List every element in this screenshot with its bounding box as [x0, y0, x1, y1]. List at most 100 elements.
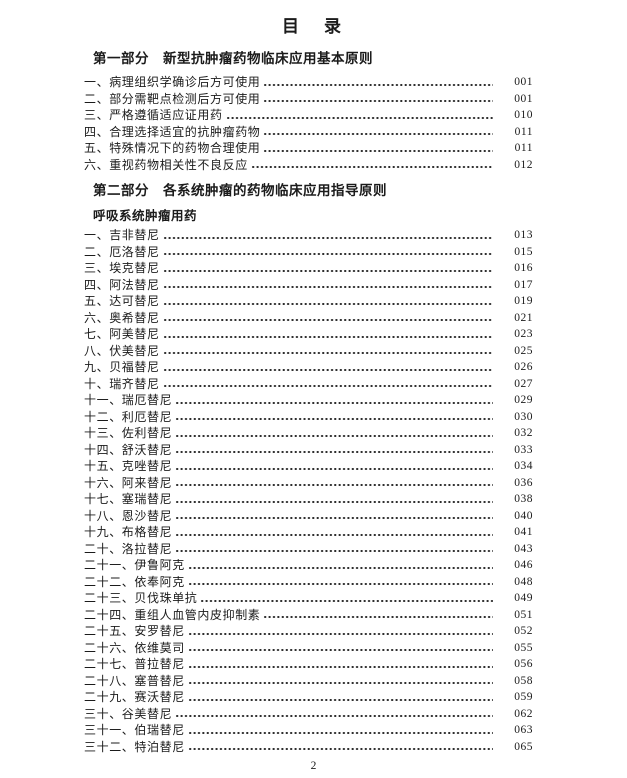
- page-title: 目 录: [282, 17, 345, 36]
- toc-entry[interactable]: 十五、克唑替尼 034: [84, 458, 533, 475]
- toc-entry[interactable]: 十八、恩沙替尼 040: [84, 507, 533, 524]
- toc-entry-label: 七、阿美替尼: [84, 327, 160, 341]
- dot-leader: [162, 326, 493, 343]
- toc-entry[interactable]: 十三、佐利替尼 032: [84, 425, 533, 442]
- toc-entry-page: 023: [514, 328, 533, 340]
- toc-entry-label: 十九、布格替尼: [84, 525, 173, 539]
- toc-entry-label: 八、伏美替尼: [84, 343, 160, 358]
- toc-entry[interactable]: 九、贝福替尼 026: [84, 359, 533, 376]
- toc-entry-page: 015: [514, 245, 533, 258]
- toc-entry-page: 056: [514, 658, 533, 670]
- toc-entry-page: 052: [514, 625, 533, 637]
- toc-entry[interactable]: 十一、瑞厄替尼 029: [84, 392, 533, 409]
- toc-entry-label: 十七、塞瑞替尼: [84, 492, 173, 506]
- dot-leader: [175, 491, 493, 508]
- dot-leader: [162, 243, 493, 260]
- toc-entry-label: 九、贝福替尼: [84, 360, 160, 374]
- toc-entry[interactable]: 二、厄洛替尼 015: [84, 243, 533, 260]
- toc-entry-label: 十八、恩沙替尼: [84, 508, 173, 523]
- toc-entry[interactable]: 六、重视药物相关性不良反应 012: [84, 156, 533, 173]
- toc-entry-label: 二十、洛拉替尼: [84, 541, 173, 556]
- toc-entry-page: 017: [514, 278, 533, 291]
- toc-entry-page: 025: [514, 344, 533, 357]
- toc-entry[interactable]: 七、阿美替尼 023: [84, 326, 533, 343]
- page-footer-number: 2: [310, 760, 317, 772]
- toc-entry[interactable]: 二十五、安罗替尼 052: [84, 623, 533, 640]
- toc-entry-label: 二十七、普拉替尼: [84, 657, 185, 671]
- toc-entry[interactable]: 三、严格遵循适应证用药 010: [84, 107, 533, 124]
- toc-entry-page: 034: [514, 460, 533, 472]
- dot-leader: [175, 425, 493, 442]
- toc-entry-page: 001: [514, 76, 533, 88]
- toc-entry-page: 011: [514, 125, 533, 138]
- toc-entry-label: 二十六、依维莫司: [84, 640, 185, 655]
- toc-entry[interactable]: 一、病理组织学确诊后方可使用 001: [84, 74, 533, 91]
- toc-entry-page: 019: [514, 295, 533, 307]
- toc-entry-page: 010: [514, 109, 533, 121]
- dot-leader: [175, 524, 493, 541]
- toc-entry-label: 五、特殊情况下的药物合理使用: [84, 141, 261, 155]
- dot-leader: [175, 474, 493, 491]
- toc-entry-page: 065: [514, 740, 533, 753]
- toc-entry-page: 059: [514, 691, 533, 703]
- dot-leader: [187, 672, 493, 689]
- toc-entry-page: 036: [514, 476, 533, 489]
- dot-leader: [225, 107, 493, 124]
- toc-entry-page: 032: [514, 427, 533, 439]
- toc-entry-label: 三十二、特泊替尼: [84, 739, 185, 754]
- toc-entry-page: 026: [514, 361, 533, 373]
- toc-entry[interactable]: 十二、利厄替尼 030: [84, 408, 533, 425]
- dot-leader: [187, 722, 493, 739]
- toc-entry[interactable]: 二十八、塞普替尼 058: [84, 672, 533, 689]
- dot-leader: [175, 458, 493, 475]
- toc-entry[interactable]: 十九、布格替尼 041: [84, 524, 533, 541]
- toc-entry-label: 一、吉非替尼: [84, 228, 160, 242]
- toc-entry[interactable]: 一、吉非替尼 013: [84, 227, 533, 244]
- toc-entry[interactable]: 三十、谷美替尼 062: [84, 705, 533, 722]
- toc-entry[interactable]: 十六、阿来替尼 036: [84, 474, 533, 491]
- dot-leader: [175, 705, 493, 722]
- toc-entry[interactable]: 四、合理选择适宜的抗肿瘤药物 011: [84, 123, 533, 140]
- toc-entry-label: 十、瑞齐替尼: [84, 376, 160, 391]
- toc-entry[interactable]: 五、特殊情况下的药物合理使用 011: [84, 140, 533, 157]
- toc-entry[interactable]: 二十九、赛沃替尼 059: [84, 689, 533, 706]
- toc-entry[interactable]: 二十二、依奉阿克 048: [84, 573, 533, 590]
- toc-entry[interactable]: 二十六、依维莫司 055: [84, 639, 533, 656]
- toc-entry-page: 021: [514, 311, 533, 324]
- toc-entry[interactable]: 十四、舒沃替尼 033: [84, 441, 533, 458]
- dot-leader: [175, 392, 493, 409]
- toc-entry-page: 038: [514, 493, 533, 505]
- toc-entry[interactable]: 二十三、贝伐珠单抗 049: [84, 590, 533, 607]
- dot-leader: [250, 156, 493, 173]
- toc-entry-label: 一、病理组织学确诊后方可使用: [84, 75, 261, 89]
- dot-leader: [187, 573, 493, 590]
- toc-entry[interactable]: 八、伏美替尼 025: [84, 342, 533, 359]
- toc-entry[interactable]: 六、奥希替尼 021: [84, 309, 533, 326]
- toc-part: 第二部分 各系统肿瘤的药物临床应用指导原则 呼吸系统肿瘤用药 一、吉非替尼 01…: [84, 182, 533, 755]
- toc-entry[interactable]: 三十一、伯瑞替尼 063: [84, 722, 533, 739]
- toc-entry[interactable]: 三、埃克替尼 016: [84, 260, 533, 277]
- toc-entry[interactable]: 二十七、普拉替尼 056: [84, 656, 533, 673]
- toc-entry-label: 十一、瑞厄替尼: [84, 393, 173, 407]
- toc-entry[interactable]: 十、瑞齐替尼 027: [84, 375, 533, 392]
- dot-leader: [187, 623, 493, 640]
- toc-entry[interactable]: 二十一、伊鲁阿克 046: [84, 557, 533, 574]
- toc-entry-label: 二十八、塞普替尼: [84, 673, 185, 688]
- toc-entry-label: 三、埃克替尼: [84, 261, 160, 275]
- toc-entry[interactable]: 二、部分需靶点检测后方可使用 001: [84, 90, 533, 107]
- dot-leader: [162, 260, 493, 277]
- toc-entry-label: 三十、谷美替尼: [84, 706, 173, 721]
- toc-entry[interactable]: 五、达可替尼 019: [84, 293, 533, 310]
- toc-entry-label: 六、奥希替尼: [84, 310, 160, 325]
- toc-entry[interactable]: 二十、洛拉替尼 043: [84, 540, 533, 557]
- dot-leader: [162, 293, 493, 310]
- toc-entry[interactable]: 十七、塞瑞替尼 038: [84, 491, 533, 508]
- toc-entry-page: 062: [514, 707, 533, 720]
- toc-entry[interactable]: 四、阿法替尼 017: [84, 276, 533, 293]
- toc-entry-page: 012: [514, 158, 533, 171]
- toc-entry[interactable]: 三十二、特泊替尼 065: [84, 738, 533, 755]
- toc-entry-page: 049: [514, 592, 533, 604]
- toc-entry[interactable]: 二十四、重组人血管内皮抑制素 051: [84, 606, 533, 623]
- dot-leader: [263, 606, 493, 623]
